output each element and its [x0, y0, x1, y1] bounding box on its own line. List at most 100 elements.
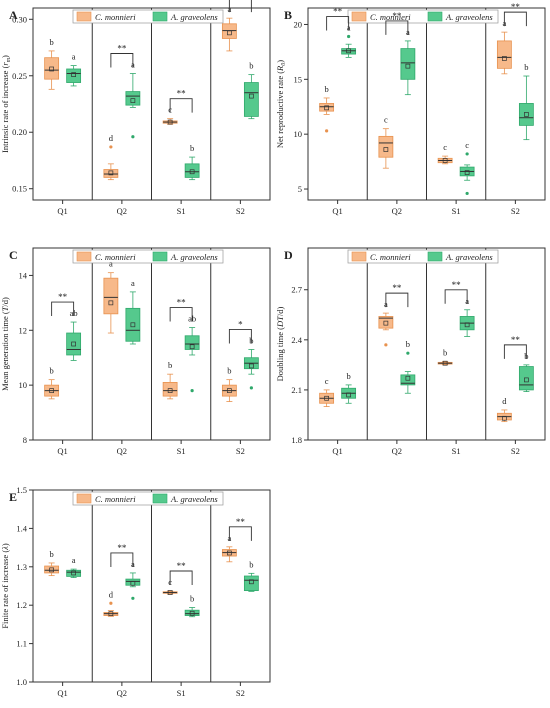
legend-swatch [351, 251, 367, 262]
box-iqr [162, 381, 178, 397]
mean-marker [324, 105, 329, 111]
legend-label: C. monnieri [95, 252, 136, 262]
box-1-2 [459, 309, 475, 337]
box-1-1 [400, 351, 416, 394]
legend-box [347, 249, 499, 264]
outlier-point [347, 34, 351, 39]
outlier-point [384, 343, 388, 347]
chart-panel-C: C C. monnieri A. graveolens 8 10 12 14 Mean gen… [0, 247, 271, 456]
mean-marker [249, 579, 254, 585]
mean-marker [71, 72, 76, 77]
significance-bracket [228, 0, 252, 13]
y-tick-label: 2.7 [291, 285, 302, 295]
box-1-3 [518, 364, 534, 392]
significance-stars: ** [452, 280, 462, 290]
box-0-3 [496, 409, 512, 423]
significance-stars: ** [117, 44, 127, 54]
significance-letter: c [465, 140, 469, 150]
significance-letter: d [109, 133, 114, 143]
x-tick-label: Q2 [392, 446, 402, 456]
mean-marker [189, 610, 195, 616]
box-0-2 [437, 155, 453, 165]
significance-bracket [503, 11, 527, 27]
mean-marker [405, 375, 411, 381]
box-iqr [66, 332, 82, 356]
box-1-3 [243, 74, 259, 120]
significance-bracket [385, 292, 409, 308]
box-iqr [103, 169, 119, 178]
panel-label: E [9, 490, 17, 504]
x-tick-label: Q1 [332, 446, 342, 456]
x-tick-label: Q1 [57, 446, 67, 456]
box-iqr [243, 82, 259, 117]
box-1-0 [66, 65, 82, 87]
box-1-1 [400, 40, 416, 96]
y-axis-label: Finite rate of increase (λ) [0, 543, 10, 629]
box-0-0 [319, 97, 335, 133]
significance-stars: ** [177, 89, 187, 99]
box-iqr [496, 40, 512, 69]
significance-stars: ** [511, 335, 521, 345]
y-tick-label: 0.30 [12, 14, 27, 24]
significance-bracket [228, 526, 252, 541]
mean-marker [464, 170, 470, 175]
y-axis-label: Net reproductive rate (R0) [275, 60, 287, 148]
box-1-2 [184, 607, 200, 618]
mean-marker [502, 56, 507, 61]
box-1-2 [184, 327, 200, 393]
significance-letter: c [325, 376, 329, 386]
box-1-1 [125, 73, 141, 139]
x-tick-label: Q2 [117, 446, 127, 456]
significance-letter: d [502, 396, 507, 406]
significance-letter: a [131, 278, 135, 288]
outlier-point [131, 135, 135, 139]
y-tick-label: 10 [19, 380, 28, 390]
box-0-1 [378, 312, 394, 347]
mean-marker [130, 98, 136, 103]
legend-swatch [76, 11, 92, 22]
mean-marker [189, 169, 195, 175]
significance-letter: b [50, 366, 54, 376]
panel-label: A [9, 8, 18, 22]
mean-marker [167, 590, 173, 595]
y-tick-label: 1.8 [291, 435, 302, 445]
y-tick-label: 2.4 [291, 335, 302, 345]
box-0-2 [162, 590, 178, 595]
significance-letter: b [347, 371, 351, 381]
legend-box [72, 491, 224, 506]
significance-stars: ** [511, 2, 521, 12]
y-tick-label: 1.3 [16, 562, 27, 572]
significance-stars: ** [392, 11, 402, 21]
legend-swatch [152, 11, 168, 22]
box-0-0 [44, 50, 60, 90]
y-tick-label: 1.4 [16, 523, 27, 533]
box-1-0 [66, 568, 82, 578]
mean-marker [49, 567, 54, 573]
significance-stars: ** [236, 517, 246, 527]
significance-bracket [326, 16, 350, 31]
mean-marker [130, 322, 136, 328]
box-iqr [319, 103, 335, 112]
significance-bracket [444, 289, 468, 304]
box-iqr [125, 307, 141, 342]
box-0-2 [162, 118, 178, 125]
mean-marker [502, 415, 507, 421]
significance-letter: b [190, 143, 194, 153]
box-iqr [243, 575, 259, 592]
box-1-3 [243, 572, 259, 592]
box-1-0 [341, 34, 357, 58]
y-tick-label: 1.2 [16, 600, 27, 610]
mean-marker [346, 392, 351, 398]
x-tick-label: Q1 [57, 688, 67, 698]
legend-label: C. monnieri [370, 252, 411, 262]
y-tick-label: 0.15 [12, 184, 27, 194]
x-tick-label: S2 [236, 446, 245, 456]
legend-swatch [351, 11, 367, 22]
mean-marker [108, 170, 114, 176]
panel-label: B [284, 8, 292, 22]
y-tick-label: 0.25 [12, 71, 27, 81]
y-axis-label: Intrinsic rate of increase (rm) [0, 55, 12, 153]
x-tick-label: S1 [177, 206, 186, 216]
box-iqr [378, 135, 394, 158]
